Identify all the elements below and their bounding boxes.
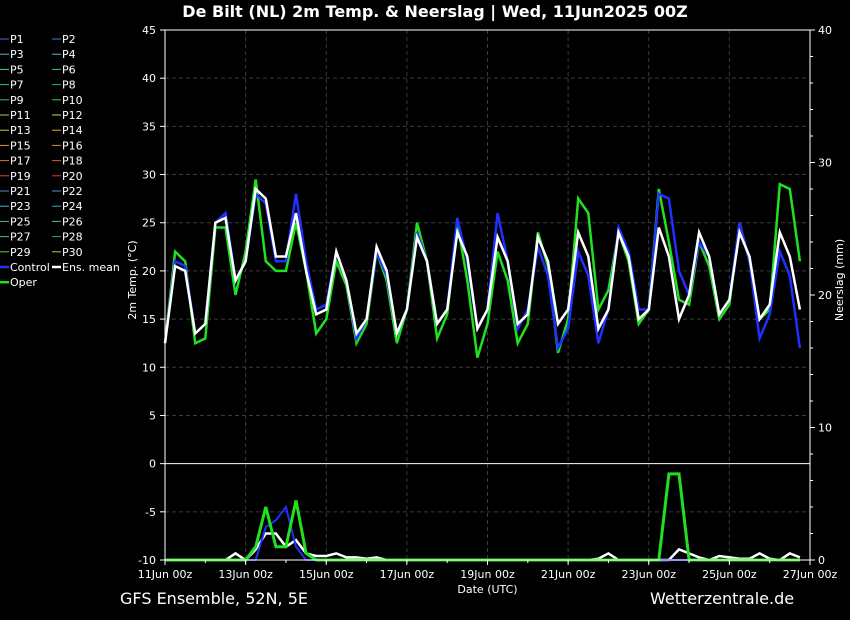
y-left-tick-label: -10 [138,554,156,567]
legend-label: P3 [10,48,24,61]
x-tick-label: 23Jun 00z [622,568,677,581]
legend-label: Control [10,261,50,274]
y-left-tick-label: 0 [149,458,156,471]
legend-label: P12 [62,109,83,122]
legend-label: P28 [62,231,83,244]
x-tick-label: 21Jun 00z [541,568,596,581]
legend-label: P21 [10,185,31,198]
source-label: GFS Ensemble, 52N, 5E [120,589,308,608]
precip-series [165,472,801,562]
legend-label: P16 [62,139,83,152]
temp-line-oper [163,179,802,358]
legend-label: P2 [62,33,76,46]
legend-label: P6 [62,63,76,76]
site-label: Wetterzentrale.de [650,589,795,608]
legend-label: P20 [62,170,83,183]
y-left-tick-label: 25 [142,217,156,230]
y-left-tick-label: 20 [142,265,156,278]
y-left-tick-label: 30 [142,169,156,182]
y-right-tick-label: 30 [818,157,832,170]
y-left-tick-label: 10 [142,361,156,374]
legend-label: P4 [62,48,76,61]
legend-label: P13 [10,124,31,137]
legend-label: P26 [62,215,83,228]
y-left-tick-label: 5 [149,409,156,422]
x-axis-title: Date (UTC) [457,583,517,596]
legend-label: P29 [10,246,31,259]
x-tick-label: 19Jun 00z [460,568,515,581]
legend-label: P18 [62,155,83,168]
legend-label: P27 [10,231,31,244]
y-right-tick-label: 0 [818,554,825,567]
y-left-tick-label: 35 [142,120,156,133]
legend-label: P8 [62,79,76,92]
legend-label: P10 [62,94,83,107]
y-right-tick-label: 20 [818,289,832,302]
legend-label: P19 [10,170,31,183]
legend-label: P11 [10,109,31,122]
x-tick-label: 15Jun 00z [299,568,354,581]
legend-label: P17 [10,155,31,168]
legend-label: P30 [62,246,83,259]
legend: P1 P2 P3 P4 P5 P6 P7 P8 P9 P10 P11 P12 P13 P14 P15 P16 P… [0,33,120,289]
legend-label: P25 [10,215,31,228]
legend-label: Ens. mean [62,261,120,274]
legend-label: P15 [10,139,31,152]
y-right-tick-label: 10 [818,422,832,435]
x-tick-label: 11Jun 00z [138,568,193,581]
y-right-tick-label: 40 [818,24,832,37]
y-left-tick-label: 40 [142,72,156,85]
y-left-tick-label: 15 [142,313,156,326]
legend-label: P23 [10,200,31,213]
y-left-tick-label: -5 [145,506,156,519]
legend-label: P9 [10,94,24,107]
legend-label: P14 [62,124,83,137]
temp-line-ens-mean [163,186,802,344]
legend-label: Oper [10,276,37,289]
legend-label: P24 [62,200,83,213]
x-tick-label: 17Jun 00z [380,568,435,581]
x-tick-label: 27Jun 00z [783,568,838,581]
legend-label: P1 [10,33,24,46]
grid [164,29,811,561]
legend-label: P22 [62,185,83,198]
chart-title: De Bilt (NL) 2m Temp. & Neerslag | Wed, … [182,2,688,21]
y-left-tick-label: 45 [142,24,156,37]
legend-label: P7 [10,79,24,92]
legend-label: P5 [10,63,24,76]
x-tick-label: 13Jun 00z [218,568,273,581]
x-tick-label: 25Jun 00z [702,568,757,581]
y-left-axis-title: 2m Temp. (°C) [126,240,139,319]
axes: 45 40 35 30 25 20 15 10 5 0 -5 -10 40 30 20 10 0 11Jun 00… [126,24,846,596]
temp-series [163,179,802,358]
y-right-axis-title: Neerslag (mm) [833,239,846,321]
